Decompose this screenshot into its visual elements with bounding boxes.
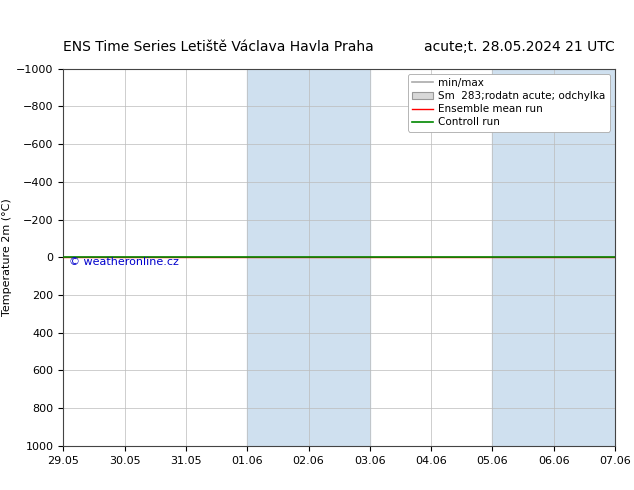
Bar <box>247 69 370 446</box>
Text: acute;t. 28.05.2024 21 UTC: acute;t. 28.05.2024 21 UTC <box>424 40 615 54</box>
Legend: min/max, Sm  283;rodatn acute; odchylka, Ensemble mean run, Controll run: min/max, Sm 283;rodatn acute; odchylka, … <box>408 74 610 131</box>
Text: © weatheronline.cz: © weatheronline.cz <box>69 257 179 267</box>
Bar <box>493 69 615 446</box>
Y-axis label: Temperature 2m (°C): Temperature 2m (°C) <box>2 198 12 316</box>
Text: ENS Time Series Letiště Václava Havla Praha: ENS Time Series Letiště Václava Havla Pr… <box>63 40 374 54</box>
